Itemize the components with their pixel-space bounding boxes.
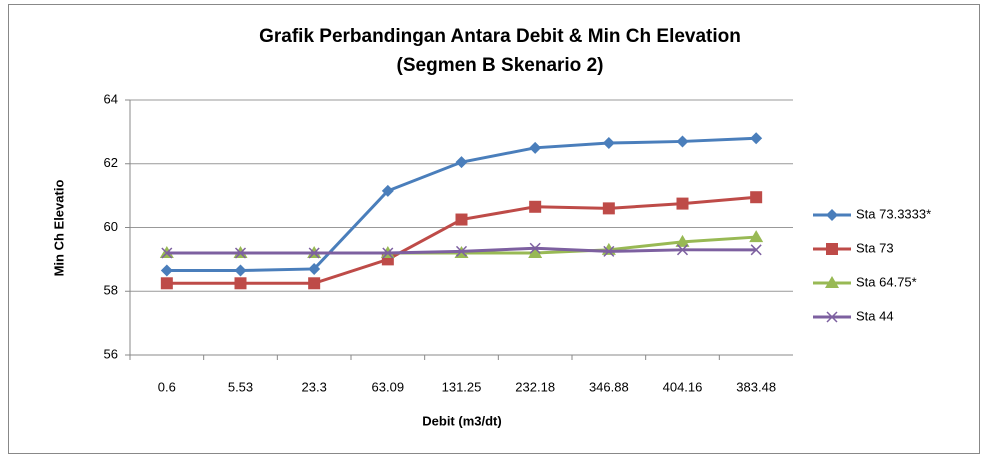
chart-frame xyxy=(8,4,980,454)
x-tick-label: 0.6 xyxy=(158,379,176,394)
x-axis-title: Debit (m3/dt) xyxy=(422,413,501,428)
marker xyxy=(381,184,394,197)
x-tick-label: 232.18 xyxy=(515,379,555,394)
marker xyxy=(308,262,321,275)
marker xyxy=(234,264,247,277)
marker xyxy=(675,234,690,247)
legend-marker xyxy=(826,243,838,255)
marker xyxy=(528,246,543,258)
marker xyxy=(529,141,542,154)
marker xyxy=(676,244,689,256)
marker xyxy=(308,277,321,290)
legend-marker xyxy=(826,209,838,221)
marker xyxy=(455,245,468,257)
chart-title: Grafik Perbandingan Antara Debit & Min C… xyxy=(259,26,741,47)
legend-label: Sta 64.75* xyxy=(856,274,917,289)
marker xyxy=(603,245,615,257)
marker xyxy=(455,156,468,169)
y-tick-label: 62 xyxy=(104,155,118,170)
legend-label: Sta 73 xyxy=(856,240,894,255)
x-tick-label: 5.53 xyxy=(228,379,253,394)
x-tick-label: 23.3 xyxy=(302,379,327,394)
marker xyxy=(749,230,764,243)
marker xyxy=(234,277,247,290)
y-axis-title: Min Ch Elevatio xyxy=(51,180,66,277)
marker xyxy=(529,242,541,254)
x-tick-label: 404.16 xyxy=(663,379,703,394)
legend-marker xyxy=(825,276,839,288)
x-tick-label: 63.09 xyxy=(372,379,405,394)
marker xyxy=(308,247,320,259)
marker xyxy=(750,191,763,204)
x-tick-label: 346.88 xyxy=(589,379,629,394)
x-tick-label: 383.48 xyxy=(736,379,776,394)
marker xyxy=(160,264,173,277)
y-tick-label: 58 xyxy=(104,283,118,298)
marker xyxy=(160,277,173,290)
marker xyxy=(750,132,763,145)
marker xyxy=(602,137,615,150)
marker xyxy=(602,202,615,215)
legend-marker xyxy=(826,311,838,323)
chart-subtitle: (Segmen B Skenario 2) xyxy=(397,55,604,76)
marker xyxy=(161,247,173,259)
marker xyxy=(529,200,542,213)
marker xyxy=(676,135,689,148)
legend-label: Sta 73.3333* xyxy=(856,206,931,221)
y-tick-label: 60 xyxy=(104,219,118,234)
marker xyxy=(676,197,689,210)
marker xyxy=(234,247,247,259)
x-tick-label: 131.25 xyxy=(442,379,482,394)
y-tick-label: 64 xyxy=(104,91,118,106)
y-tick-label: 56 xyxy=(104,346,118,361)
marker xyxy=(750,244,762,256)
marker xyxy=(455,213,468,226)
marker xyxy=(382,247,394,259)
legend-label: Sta 44 xyxy=(856,308,894,323)
